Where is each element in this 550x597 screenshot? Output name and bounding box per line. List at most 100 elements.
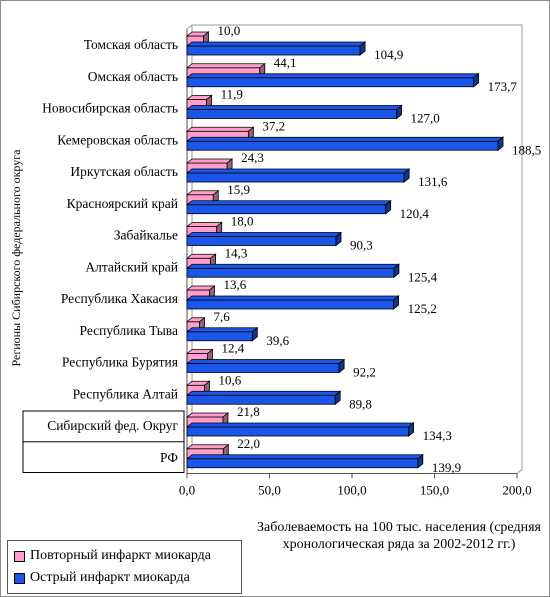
data-label-acute-5: 120,4 [400,206,430,221]
data-label-acute-9: 39,6 [266,333,289,348]
legend-label-acute: Острый инфаркт миокарда [30,570,190,585]
bar-acute-5-top [185,200,392,206]
chart-legend: Повторный инфаркт миокарда Острый инфарк… [7,540,242,594]
bar-acute-8-side [393,295,399,310]
data-label-repeat-9: 7,6 [214,309,231,324]
bar-acute-5 [185,199,392,215]
bar-acute-12 [185,422,415,437]
bar-acute-10 [185,358,346,374]
bar-acute-3 [185,136,505,152]
bar-acute-0 [185,41,367,56]
data-label-repeat-5: 15,9 [227,182,250,197]
bar-acute-11 [185,390,342,406]
bar-acute-6-front [186,236,337,246]
bar-acute-0-front [186,45,361,56]
bar-acute-6 [185,231,343,247]
category-label-5: Красноярский край [67,196,178,211]
bar-acute-4-side [403,168,410,183]
category-label-0: Томская область [84,37,178,52]
bar-acute-12-side [408,422,414,437]
x-axis-label-line1: Заболеваемость на 100 тыс. населения (ср… [257,520,541,535]
data-label-repeat-13: 22,0 [237,436,260,451]
data-label-repeat-0: 10,0 [218,23,241,38]
bar-acute-9-top [185,327,259,333]
category-label-9: Республика Тыва [80,323,179,338]
legend-swatch-repeat [14,550,25,562]
bar-acute-11-side [334,390,341,406]
bar-acute-0-side [359,41,366,56]
x-tick-label-1: 50,0 [258,483,281,498]
bar-acute-4-front [186,172,405,183]
data-label-repeat-1: 44,1 [274,55,297,70]
bar-acute-10-front [186,363,340,373]
bar-acute-6-side [335,231,342,247]
bar-acute-13 [185,453,424,469]
bar-repeat-3-top [185,126,255,132]
bar-acute-9 [185,326,259,342]
bar-acute-8 [185,295,400,310]
bar-acute-7-front [186,267,395,278]
category-label-6: Забайкалье [114,228,178,243]
bar-acute-2-front [186,109,397,119]
data-label-repeat-11: 10,6 [218,372,241,387]
bar-acute-2 [185,104,403,120]
x-tick-label-4: 200,0 [502,483,531,498]
bar-acute-6-top [185,232,343,237]
bar-acute-12-top [185,422,415,428]
data-label-acute-8: 125,2 [408,301,437,316]
data-label-acute-3: 188,5 [512,142,541,157]
category-label-11: Республика Алтай [73,386,178,401]
data-label-acute-13: 139,9 [432,460,461,475]
data-label-repeat-7: 14,3 [225,245,248,260]
aggregate-boxes [22,410,185,473]
category-label-12: Сибирский фед. Округ [47,418,178,433]
legend-label-repeat: Повторный инфаркт миокарда [30,548,212,563]
category-label-3: Кемеровская область [57,132,178,147]
bar-acute-4 [185,168,411,183]
legend-swatch-acute [14,572,25,584]
bar-acute-7-side [393,263,400,279]
category-labels: Томская область Омская область Новосибирск… [42,37,178,465]
category-label-1: Омская область [88,69,178,84]
category-label-10: Республика Бурятия [62,355,178,370]
category-label-2: Новосибирская область [42,101,178,116]
bar-acute-7-top [185,263,401,269]
bar-acute-1-side [473,72,480,88]
data-label-acute-12: 134,3 [423,428,452,443]
data-label-acute-7: 125,4 [408,269,438,284]
data-label-acute-4: 131,6 [418,174,448,189]
bar-acute-1 [185,72,480,88]
data-label-acute-2: 127,0 [411,111,440,126]
data-label-repeat-8: 13,6 [223,277,246,292]
bar-acute-12-front [186,426,409,437]
bar-acute-10-top [185,359,346,364]
data-label-repeat-6: 18,0 [231,214,254,229]
bar-acute-13-top [185,454,424,460]
bar-acute-8-front [186,299,394,310]
bar-acute-2-top [185,105,403,110]
bar-acute-7 [185,263,401,279]
bar-acute-13-front [186,458,419,469]
x-tick-label-2: 100,0 [337,483,366,498]
data-label-repeat-3: 37,2 [262,118,285,133]
bar-acute-11-top [185,390,342,396]
data-label-acute-11: 89,8 [349,396,372,411]
x-axis-label-line2: хронологическая ряда за 2002-2012 гг.) [282,537,516,552]
chart-bars: 10,0 104,9 44,1 173,7 11,9 127,0 37,2 188,5 24,3… [185,23,541,475]
bar-repeat-12-top [185,412,230,418]
bar-acute-0-top [185,41,367,47]
bar-acute-9-side [251,326,258,342]
bar-acute-10-side [338,358,345,374]
data-label-repeat-10: 12,4 [221,341,244,356]
legend-item-acute: Острый инфаркт миокарда [14,569,190,587]
bar-acute-3-front [186,140,499,151]
category-label-13: РФ [160,450,178,465]
bar-repeat-1-top [185,63,266,69]
data-label-acute-0: 104,9 [374,47,403,62]
data-label-repeat-4: 24,3 [241,150,264,165]
data-label-acute-1: 173,7 [488,79,518,94]
x-axis-ticks: 0,0 50,0 100,0 150,0 200,0 [179,473,532,498]
x-tick-label-0: 0,0 [179,483,195,498]
